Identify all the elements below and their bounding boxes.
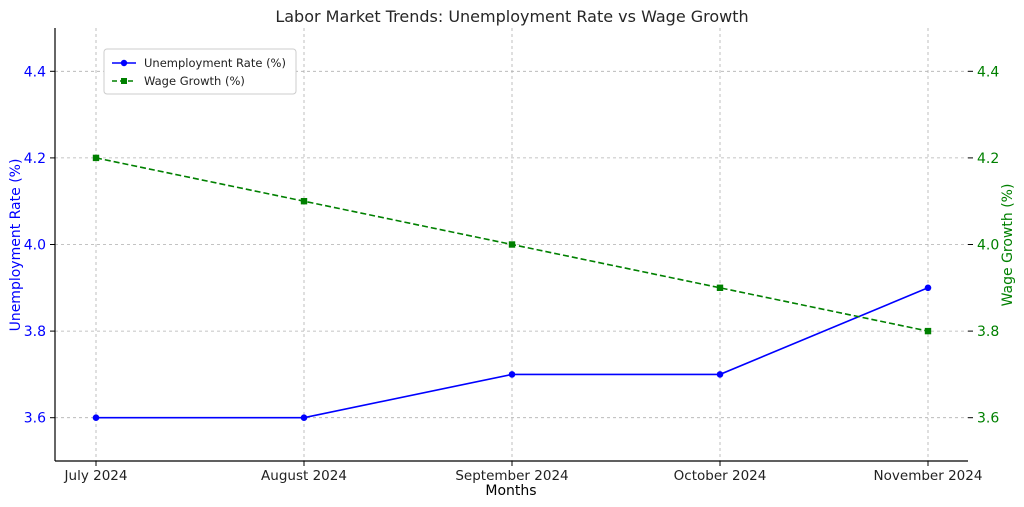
data-point-unemployment (300, 414, 308, 422)
left-tick-label: 3.6 (24, 411, 46, 427)
right-y-axis-label: Wage Growth (%) (1000, 184, 1016, 307)
legend-unemployment-label: Unemployment Rate (%) (144, 56, 286, 70)
x-tick-label: September 2024 (455, 468, 568, 484)
data-point-wage (716, 284, 724, 291)
right-tick-label: 3.6 (977, 411, 999, 427)
series-group (92, 154, 932, 422)
x-tick-label: October 2024 (674, 468, 767, 484)
legend-box (103, 48, 297, 95)
x-tick-label: July 2024 (64, 468, 128, 484)
legend-wage-label: Wage Growth (%) (144, 74, 245, 88)
data-point-unemployment (92, 414, 100, 422)
data-point-unemployment (924, 284, 932, 292)
left-tick-label: 4.2 (24, 151, 46, 167)
data-point-wage (300, 198, 308, 205)
left-tick-label: 4.0 (24, 238, 46, 254)
data-point-wage (508, 241, 516, 248)
left-tick-label: 3.8 (24, 324, 46, 340)
left-tick-label: 4.4 (24, 64, 46, 80)
x-tick-label: November 2024 (874, 468, 983, 484)
right-tick-label: 4.4 (977, 64, 999, 80)
right-tick-label: 4.2 (977, 151, 999, 167)
left-y-ticks: 3.6 3.8 4.0 4.2 4.4 (24, 64, 55, 427)
x-axis-label: Months (485, 483, 536, 499)
legend-wage-marker (121, 78, 127, 84)
data-point-unemployment (508, 371, 516, 378)
data-point-unemployment (716, 371, 724, 378)
chart-title: Labor Market Trends: Unemployment Rate v… (275, 7, 748, 26)
data-point-wage (92, 154, 100, 162)
legend: Unemployment Rate (%) Wage Growth (%) (103, 48, 297, 95)
right-tick-label: 3.8 (977, 324, 999, 340)
right-tick-label: 4.0 (977, 238, 999, 254)
x-tick-label: August 2024 (261, 468, 347, 484)
x-ticks: July 2024 August 2024 September 2024 Octobe… (64, 461, 983, 484)
legend-unemployment-marker (120, 59, 128, 67)
left-y-axis-label: Unemployment Rate (%) (8, 159, 24, 332)
data-point-wage (924, 327, 932, 335)
right-y-ticks: 3.6 3.8 4.0 4.2 4.4 (968, 64, 999, 427)
